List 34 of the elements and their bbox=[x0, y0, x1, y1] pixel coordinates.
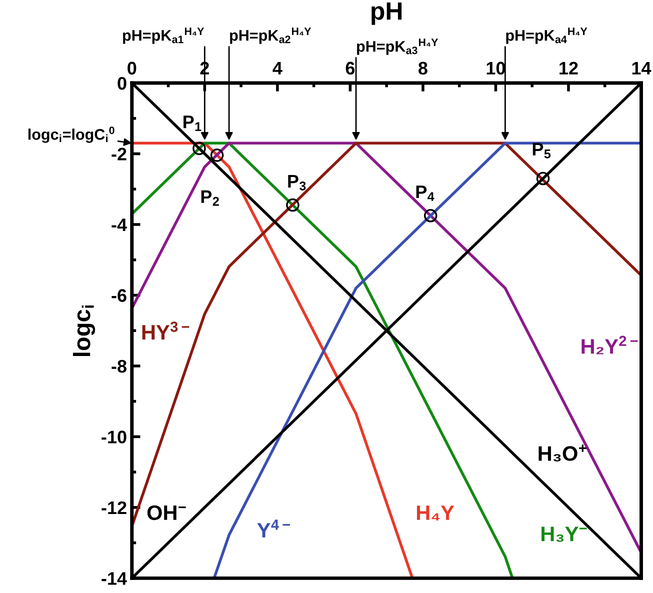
x-tick-label: 4 bbox=[272, 62, 282, 74]
y-axis-title: logc$_{i}$ bbox=[72, 305, 96, 356]
y-tick-label: -2 bbox=[112, 148, 126, 160]
annotation: P$_{4}$ bbox=[416, 186, 434, 201]
y-tick-label: 0 bbox=[118, 76, 126, 90]
y-tick-label: -4 bbox=[112, 218, 127, 232]
annotation: H₂Y$^{2−}$ bbox=[582, 336, 638, 354]
y-tick-label: -12 bbox=[102, 501, 126, 514]
x-tick-label: 14 bbox=[632, 62, 652, 74]
x-axis-title: pH bbox=[372, 2, 402, 25]
annotation: pH=pK$_{a2}$$^{H₄Y}$ bbox=[230, 28, 312, 44]
x-tick-label: 10 bbox=[486, 62, 506, 75]
annotation: P$_{1}$ bbox=[184, 116, 202, 131]
y-tick-label: -10 bbox=[102, 430, 126, 444]
x-tick-label: 0 bbox=[128, 62, 136, 75]
x-tick-label: 8 bbox=[418, 62, 428, 75]
annotation: pH=pK$_{a3}$$^{H₄Y}$ bbox=[357, 38, 438, 55]
annotation: OH$^{−}$ bbox=[147, 505, 186, 520]
annotation: P$_{2}$ bbox=[201, 190, 219, 206]
annotation: pH=pK$_{a4}$$^{H₄Y}$ bbox=[506, 28, 588, 44]
y-tick-label: -6 bbox=[112, 289, 126, 302]
y-tick-label: -14 bbox=[102, 572, 127, 585]
annotation: Y$^{4−}$ bbox=[257, 520, 290, 538]
x-tick-label: 12 bbox=[560, 62, 578, 74]
annotation: P$_{3}$ bbox=[288, 175, 306, 190]
annotation: pH=pK$_{a1}$$^{H₄Y}$ bbox=[123, 28, 204, 44]
annotation: logc$_{i}$=logC$_{i}$$^{0}$ bbox=[28, 126, 114, 143]
annotation: H₃O$^{+}$ bbox=[538, 444, 586, 462]
annotation: HY$^{3−}$ bbox=[142, 322, 190, 340]
annotation: P$_{5}$ bbox=[532, 142, 551, 158]
annotation: H₃Y$^{−}$ bbox=[542, 526, 587, 542]
y-tick-label: -8 bbox=[112, 360, 126, 373]
x-tick-label: 6 bbox=[346, 62, 355, 75]
annotation: H₄Y bbox=[416, 506, 454, 521]
